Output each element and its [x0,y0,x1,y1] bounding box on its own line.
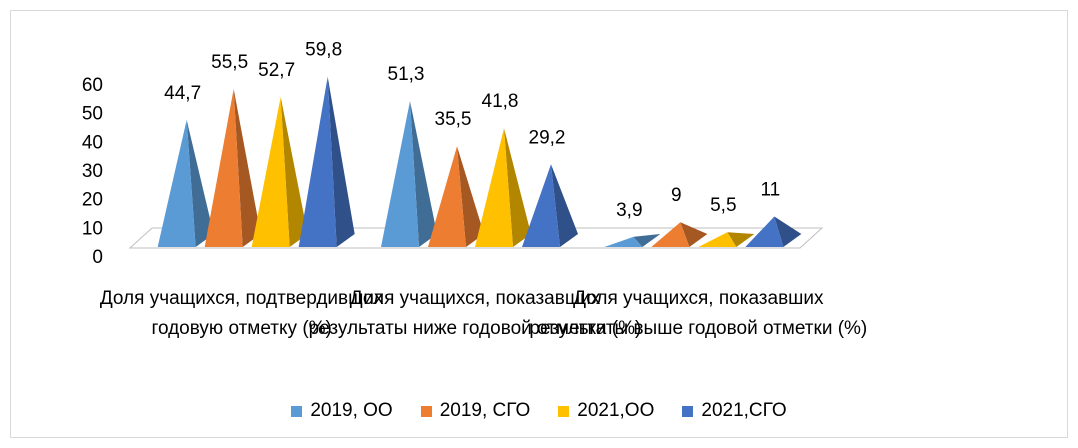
legend-swatch [682,405,694,417]
y-tick-label: 10 [82,218,103,239]
legend-label: 2019, ОО [310,400,393,421]
legend-item: 2019, ОО [291,400,393,422]
pyramid-side [186,119,214,247]
pyramid-front [157,119,196,247]
y-tick-label: 50 [82,104,103,125]
legend: 2019, ОО 2019, СГО 2021,ОО 2021,СГО [0,400,1078,422]
data-label: 35,5 [435,109,472,130]
y-tick-label: 20 [82,190,103,211]
pyramid-front [204,88,243,248]
legend-swatch [291,405,303,417]
pyramid [745,216,802,247]
legend-swatch [558,405,570,417]
legend-item: 2019, СГО [420,400,531,422]
pyramid-side [774,216,802,247]
x-tick-label: Доля учащихся, показавших результаты ниж… [308,288,642,339]
legend-label: 2019, СГО [439,400,531,421]
pyramid [475,128,531,247]
y-tick-label: 40 [82,132,103,153]
pyramid [204,88,261,248]
data-label: 9 [671,185,682,206]
pyramid [428,146,484,247]
floor [128,227,824,249]
pyramid-side [280,96,308,247]
data-label: 44,7 [164,83,201,104]
legend-label: 2021,ОО [577,400,655,421]
data-label: 51,3 [388,64,425,85]
data-label: 52,7 [258,60,295,81]
pyramid-front [298,76,337,247]
pyramid-front [522,164,560,247]
pyramid-front [604,236,643,247]
y-tick-label: 0 [92,247,103,268]
pyramid-front [651,222,690,247]
pyramid [698,232,755,247]
legend-item: 2021,СГО [682,400,787,422]
pyramid-side [680,222,708,247]
pyramid [157,119,214,247]
pyramid-front [698,232,737,247]
legend-item: 2021,ОО [558,400,654,422]
pyramid-front [428,146,466,247]
data-label: 3,9 [616,200,642,221]
y-tick-label: 30 [82,161,103,182]
pyramid [604,234,661,247]
pyramid [522,164,578,247]
data-label: 55,5 [211,52,248,73]
data-label: 29,2 [529,127,566,148]
pyramid-side [327,76,355,247]
chart-border [10,10,1068,438]
legend-swatch [420,405,432,417]
data-label: 5,5 [710,195,736,216]
pyramid [651,222,708,247]
pyramid-front [251,96,290,247]
legend-label: 2021,СГО [701,400,787,421]
pyramid [251,96,308,247]
y-tick-label: 60 [82,75,103,96]
pyramid-front [745,216,784,247]
data-label: 11 [760,179,780,200]
x-tick-label: Доля учащихся, подтвердивших годовую отм… [99,288,384,339]
pyramid-side [633,234,661,247]
data-label: 59,8 [305,40,342,61]
x-tick-label: Доля учащихся, показавших результаты выш… [529,288,868,339]
pyramid [381,100,437,247]
pyramid-front [475,128,513,247]
pyramid [298,76,355,247]
data-label: 41,8 [482,91,519,112]
pyramid-front [381,100,419,247]
